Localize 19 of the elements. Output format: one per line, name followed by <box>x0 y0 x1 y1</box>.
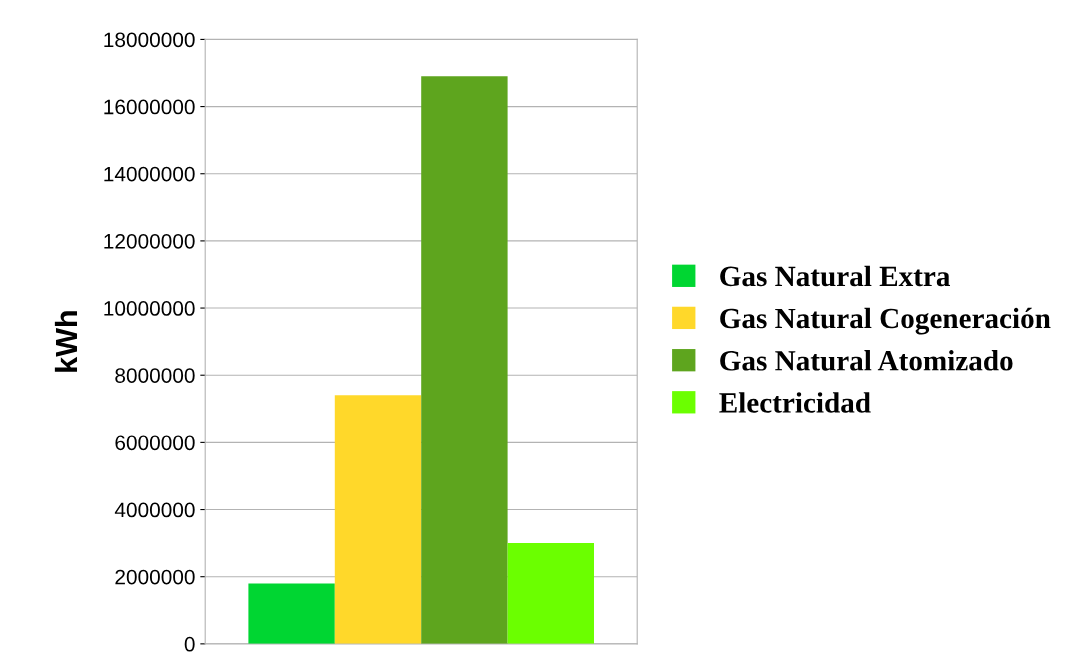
bar <box>334 395 422 644</box>
legend-label: Electricidad <box>719 392 871 413</box>
y-tick-label: 8000000 <box>115 368 195 383</box>
y-tick-label: 10000000 <box>104 301 195 316</box>
y-tick-label: 16000000 <box>104 99 195 115</box>
y-axis-title: kWh <box>54 311 78 372</box>
y-tick-label: 6000000 <box>115 435 195 451</box>
bar <box>248 583 335 644</box>
y-tick-label: 12000000 <box>104 233 195 249</box>
y-tick-label: 4000000 <box>114 502 195 518</box>
y-tick-label: 2000000 <box>115 569 195 585</box>
bar <box>421 76 508 644</box>
bar <box>507 543 594 644</box>
legend-label: Gas Natural Atomizado <box>720 350 1013 371</box>
y-tick-label: 14000000 <box>104 166 195 182</box>
y-tick-label: 18000000 <box>104 32 195 48</box>
y-tick-label: 0 <box>184 636 195 652</box>
legend-label: Gas Natural Cogeneración <box>720 307 1051 335</box>
legend-label: Gas Natural Extra <box>720 265 951 287</box>
